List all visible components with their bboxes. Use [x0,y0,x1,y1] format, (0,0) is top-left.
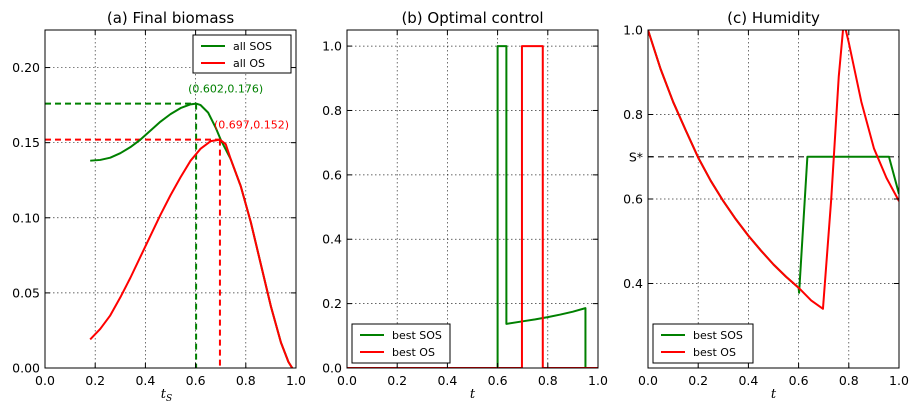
y-tick-label: 1.0 [322,39,342,54]
series-line-all-os [89,138,294,368]
x-tick-label: 0.0 [337,373,357,388]
x-tick-label: 0.4 [437,373,457,388]
grid [45,30,296,368]
y-tick-label: 0.15 [12,135,40,150]
series-line-all-sos [90,102,294,368]
plot-frame [44,29,297,369]
x-axis-label-main: t [161,387,167,402]
x-axis-label: t [771,387,777,402]
grid [347,30,598,368]
x-tick-label: 0.0 [638,373,658,388]
y-tick-label: 0.8 [322,103,342,118]
y-tick-label: 0.20 [12,60,40,75]
legend: best SOS best OS [652,323,754,364]
x-axis-label: t [470,387,476,402]
y-tick-label-s-star: S* [629,149,643,164]
plot-frame [346,29,599,369]
legend-label: best SOS [392,329,442,342]
legend-label: best OS [693,346,736,359]
panel-final-biomass: (0.602,0.176) (0.697,0.152) 0.0 0.2 0.4 0.6 0.… [12,9,306,403]
panel-optimal-control: 0.0 0.2 0.4 0.6 0.8 1.0 0.0 0.2 0.4 0.6 0.8 1.0 (b) … [322,9,608,402]
y-tick-label: 0.8 [623,107,643,122]
x-tick-label: 0.8 [839,373,859,388]
y-tick-label: 0.00 [12,361,40,376]
legend-label: best OS [392,346,435,359]
grid [648,30,899,368]
legend-box [192,34,292,74]
y-tick-label: 0.4 [322,232,342,247]
x-tick-label: 0.0 [35,373,55,388]
annotation-label: (0.697,0.152) [214,119,289,132]
x-tick-label: 0.2 [688,373,708,388]
series-line-best-sos [347,45,598,368]
chart-title: (b) Optimal control [401,9,543,27]
y-tick-label: 0.6 [623,192,643,207]
x-tick-label: 0.6 [488,373,508,388]
legend: best SOS best OS [351,323,451,364]
x-tick-label: 0.8 [538,373,558,388]
chart-title: (a) Final biomass [107,9,234,27]
x-tick-label: 0.4 [135,373,155,388]
legend: all SOS all OS [192,34,292,74]
y-tick-label: 0.10 [12,210,40,225]
y-tick-label: 0.05 [12,285,40,300]
legend-box [351,323,451,364]
chart-title: (c) Humidity [727,9,820,27]
legend-label: all OS [233,57,265,70]
y-tick-label: 0.4 [623,276,643,291]
panel-humidity: 0.0 0.2 0.4 0.6 0.8 1.0 0.4 0.6 0.8 1.0 S* (c) Humi… [623,9,909,402]
legend-label: all SOS [233,40,272,53]
legend-label: best SOS [693,329,743,342]
x-tick-label: 0.4 [738,373,758,388]
series-group [347,45,598,368]
x-axis-label-subscript: S [166,394,172,403]
series-group [648,30,899,310]
y-tick-label: 0.6 [322,167,342,182]
x-axis-label: tS [161,387,172,403]
x-tick-label: 0.6 [186,373,206,388]
y-tick-label: 1.0 [623,23,643,38]
y-tick-label: 0.0 [322,361,342,376]
x-tick-label: 0.2 [85,373,105,388]
x-tick-label: 1.0 [588,373,608,388]
x-tick-label: 1.0 [889,373,909,388]
x-tick-label: 1.0 [286,373,306,388]
x-tick-label: 0.8 [236,373,256,388]
series-group [89,102,294,368]
x-tick-label: 0.6 [789,373,809,388]
legend-box [652,323,754,364]
y-tick-label: 0.2 [322,296,342,311]
series-line-best-sos [648,30,899,294]
series-line-best-os [648,30,899,310]
series-line-best-os [347,45,598,368]
x-tick-label: 0.2 [387,373,407,388]
annotation-label: (0.602,0.176) [188,83,263,96]
